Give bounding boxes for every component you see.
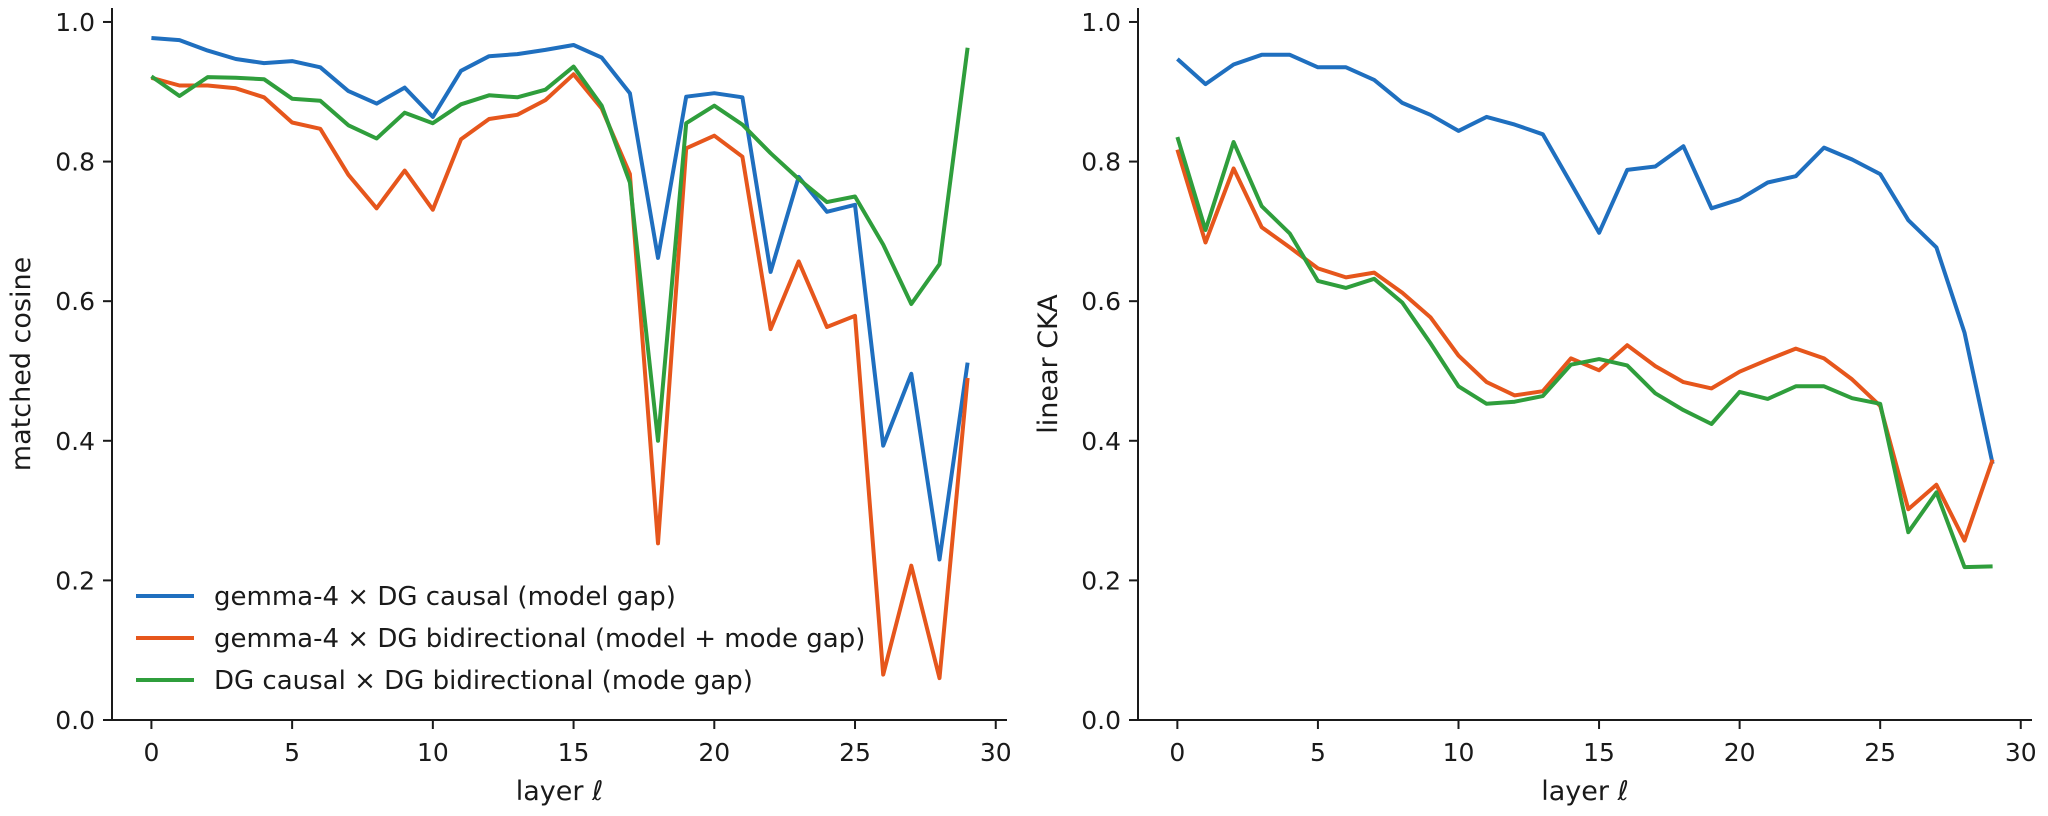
x-tick-label: 5 [1310, 738, 1326, 767]
y-tick-label: 0.8 [55, 148, 95, 177]
y-tick-label: 0.2 [55, 566, 95, 595]
series-line-3 [150, 47, 970, 443]
x-tick-label: 10 [1443, 738, 1475, 767]
series-line-1 [1176, 52, 1995, 465]
x-tick-label: 0 [1169, 738, 1185, 767]
x-tick-label: 25 [1864, 738, 1896, 767]
y-tick-label: 0.0 [1081, 706, 1121, 735]
y-tick-label: 0.4 [55, 427, 95, 456]
x-axis-title: layer ℓ [1541, 776, 1628, 807]
x-tick-label: 0 [143, 738, 159, 767]
x-tick-label: 25 [839, 738, 871, 767]
y-tick-label: 1.0 [55, 8, 95, 37]
series-line-2 [150, 72, 970, 681]
legend-label-2: gemma-4 × DG bidirectional (model + mode… [214, 624, 865, 654]
left-chart-panel: 0 5 10 15 20 25 30 0.0 0.2 0.4 0.6 0.8 1.0 layer ℓ mat… [6, 8, 1012, 807]
x-tick-label: 30 [980, 738, 1012, 767]
y-axis-title: linear CKA [1033, 294, 1064, 434]
series-line-3 [1175, 136, 1993, 570]
x-tick-label: 20 [698, 738, 730, 767]
series-line-1 [151, 36, 970, 562]
x-tick-label: 30 [2005, 738, 2037, 767]
legend-label-1: gemma-4 × DG causal (model gap) [214, 582, 676, 612]
y-tick-label: 0.0 [55, 706, 95, 735]
y-tick-label: 0.6 [1081, 287, 1121, 316]
x-tick-label: 20 [1724, 738, 1756, 767]
x-tick-label: 10 [417, 738, 449, 767]
x-tick-label: 15 [1583, 738, 1615, 767]
y-tick-label: 0.2 [1081, 566, 1121, 595]
legend-label-3: DG causal × DG bidirectional (mode gap) [214, 666, 753, 696]
legend: gemma-4 × DG causal (model gap) gemma-4 ×… [136, 582, 865, 696]
x-tick-label: 5 [284, 738, 300, 767]
right-chart-panel: 0 5 10 15 20 25 30 0.0 0.2 0.4 0.6 0.8 1.0 layer ℓ lin… [1033, 8, 2037, 807]
y-tick-label: 0.8 [1081, 148, 1121, 177]
x-tick-label: 15 [558, 738, 590, 767]
series-line-2 [1175, 149, 1995, 543]
y-tick-label: 0.4 [1081, 427, 1121, 456]
x-axis-title: layer ℓ [516, 776, 603, 807]
y-tick-label: 0.6 [55, 287, 95, 316]
y-axis-title: matched cosine [6, 257, 37, 471]
y-tick-label: 1.0 [1081, 8, 1121, 37]
